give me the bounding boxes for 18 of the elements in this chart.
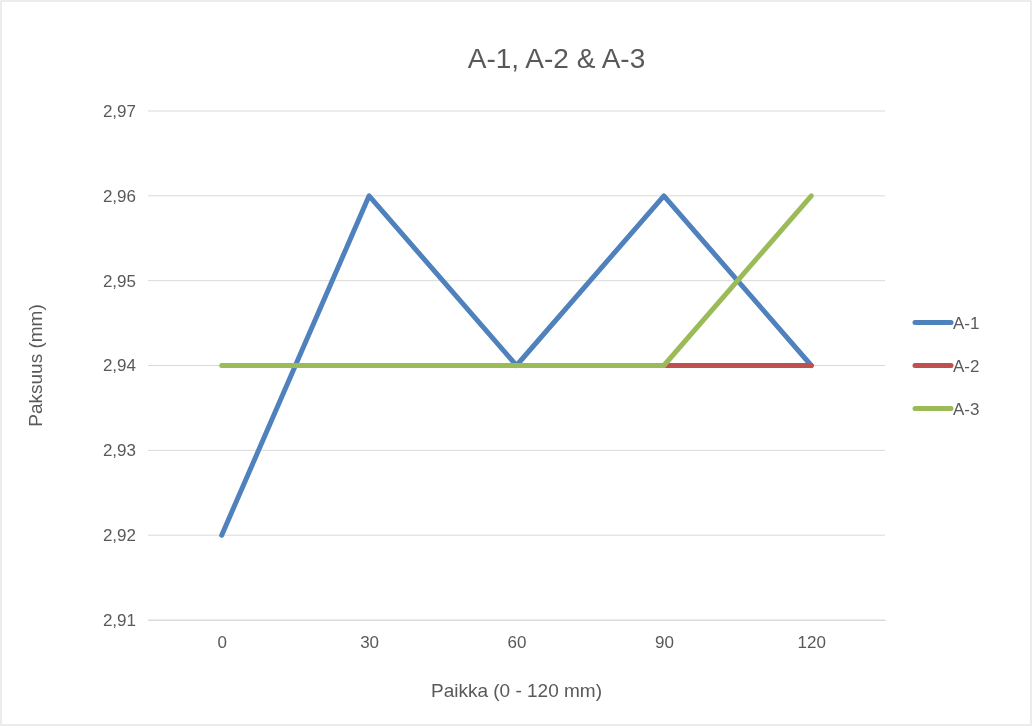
x-tick-label: 90 xyxy=(654,633,674,653)
x-tick-label: 60 xyxy=(507,633,527,653)
y-tick-label: 2,95 xyxy=(102,271,136,291)
legend-label: A-1 xyxy=(953,313,980,333)
x-tick-label: 120 xyxy=(797,633,826,653)
x-axis-title: Paikka (0 - 120 mm) xyxy=(430,680,603,701)
chart-title: A-1, A-2 & A-3 xyxy=(467,43,646,74)
y-tick-label: 2,92 xyxy=(102,526,136,546)
legend-label: A-3 xyxy=(953,399,980,419)
y-tick-label: 2,97 xyxy=(102,101,136,121)
x-tick-label: 30 xyxy=(360,633,380,653)
y-axis-title: Paksuus (mm) xyxy=(25,304,46,427)
legend-label: A-2 xyxy=(953,356,980,376)
y-tick-label: 2,94 xyxy=(102,356,136,376)
y-tick-label: 2,96 xyxy=(102,186,136,206)
x-tick-label: 0 xyxy=(217,633,227,653)
y-tick-label: 2,93 xyxy=(102,441,136,461)
y-tick-label: 2,91 xyxy=(102,610,136,630)
